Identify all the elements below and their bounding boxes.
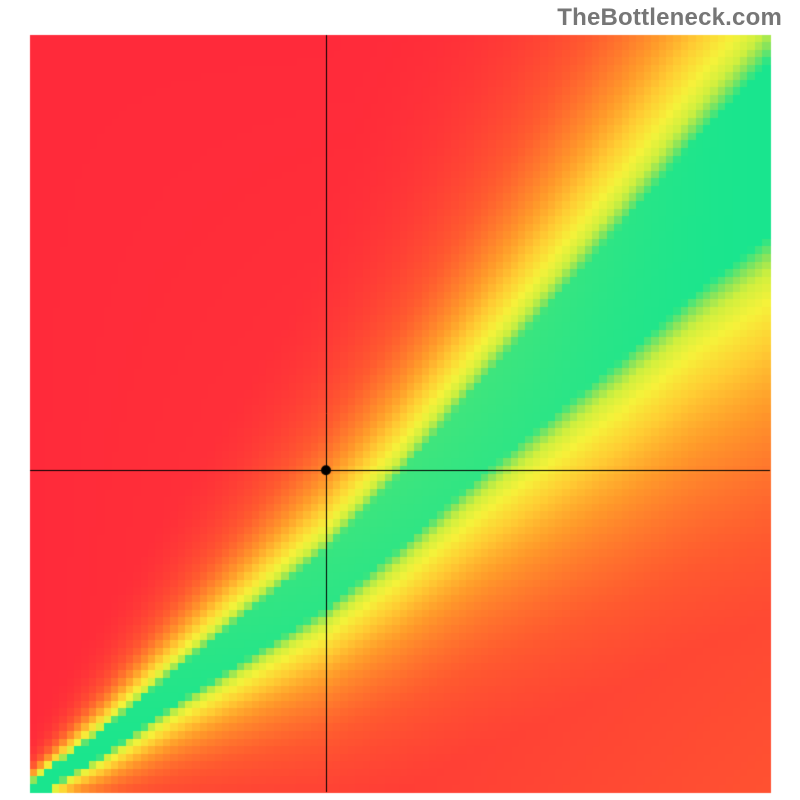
chart-container: TheBottleneck.com [0, 0, 800, 800]
watermark-text: TheBottleneck.com [557, 4, 782, 32]
heatmap-canvas [0, 0, 800, 800]
